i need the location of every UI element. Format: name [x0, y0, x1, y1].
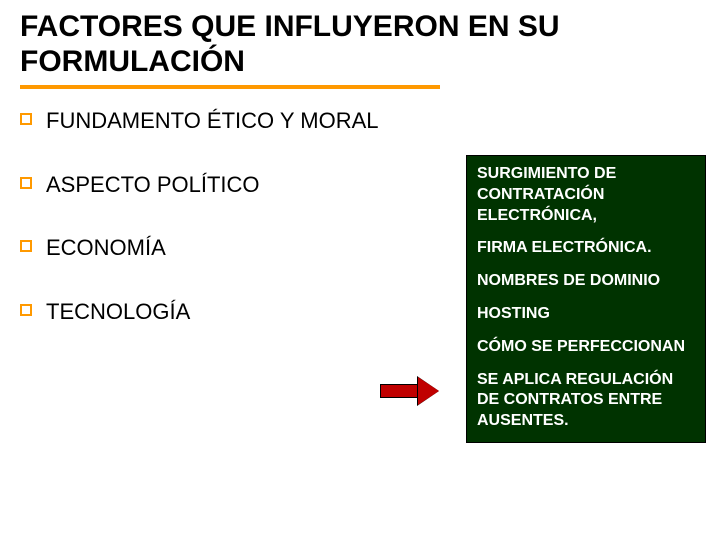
bullet-text: TECNOLOGÍA — [46, 298, 400, 326]
bullet-marker-icon — [20, 304, 32, 316]
side-panel: SURGIMIENTO DE CONTRATACIÓN ELECTRÓNICA,… — [466, 155, 706, 443]
side-item: NOMBRES DE DOMINIO — [477, 271, 695, 292]
bullet-marker-icon — [20, 240, 32, 252]
side-item: SURGIMIENTO DE CONTRATACIÓN ELECTRÓNICA, — [477, 164, 695, 226]
bullet-text: ASPECTO POLÍTICO — [46, 171, 400, 199]
bullet-item: ASPECTO POLÍTICO — [20, 171, 400, 199]
arrow-body — [380, 384, 420, 398]
bullet-list: FUNDAMENTO ÉTICO Y MORAL ASPECTO POLÍTIC… — [20, 107, 400, 325]
slide-content: FUNDAMENTO ÉTICO Y MORAL ASPECTO POLÍTIC… — [0, 89, 720, 325]
bullet-item: FUNDAMENTO ÉTICO Y MORAL — [20, 107, 400, 135]
bullet-item: TECNOLOGÍA — [20, 298, 400, 326]
arrow-head — [418, 377, 439, 405]
bullet-text: FUNDAMENTO ÉTICO Y MORAL — [46, 107, 400, 135]
bullet-marker-icon — [20, 113, 32, 125]
side-item: SE APLICA REGULACIÓN DE CONTRATOS ENTRE … — [477, 370, 695, 432]
bullet-text: ECONOMÍA — [46, 234, 400, 262]
slide-title-text: FACTORES QUE INFLUYERON EN SU FORMULACIÓ… — [20, 10, 560, 78]
arrow-icon — [380, 377, 446, 405]
side-item: FIRMA ELECTRÓNICA. — [477, 238, 695, 259]
side-item: HOSTING — [477, 304, 695, 325]
bullet-marker-icon — [20, 177, 32, 189]
slide-title: FACTORES QUE INFLUYERON EN SU FORMULACIÓ… — [0, 0, 720, 85]
bullet-item: ECONOMÍA — [20, 234, 400, 262]
side-item: CÓMO SE PERFECCIONAN — [477, 337, 695, 358]
